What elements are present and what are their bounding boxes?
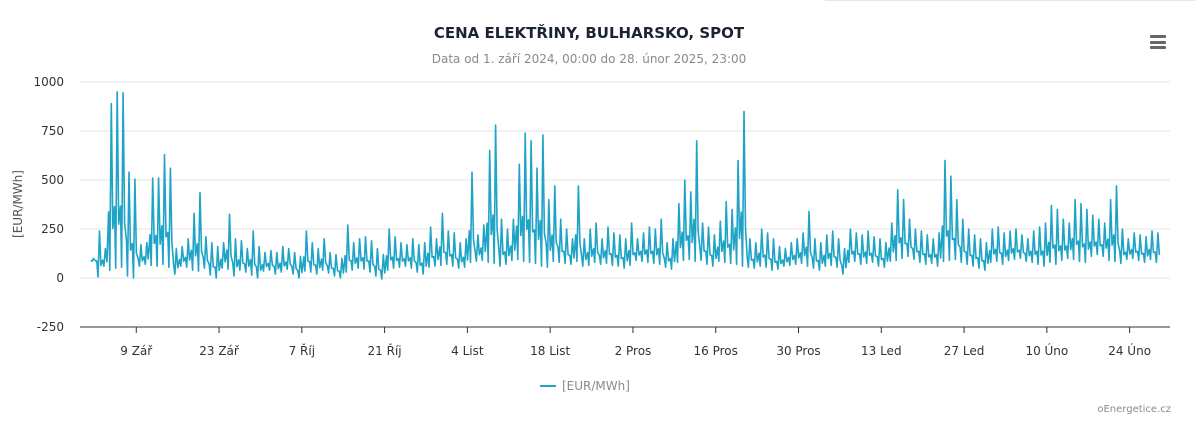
x-tick-label: 30 Pros [776,344,820,358]
chart-title: CENA ELEKTŘINY, BULHARSKO, SPOT [433,24,745,42]
x-axis: 9 Zář 23 Zář 7 Říj 21 Říj 4 List 18 List 2 Pro… [80,326,1170,358]
y-tick-label: -250 [37,320,64,334]
series-line[interactable] [90,91,1161,280]
x-tick-label: 16 Pros [694,344,738,358]
y-tick-label: 500 [41,173,64,187]
x-tick-label: 24 Úno [1108,343,1151,358]
hamburger-menu-icon[interactable] [1146,32,1170,52]
top-divider [825,0,1195,1]
x-tick-label: 10 Úno [1025,343,1068,358]
x-tick-label: 23 Zář [199,344,240,358]
credit-link[interactable]: oEnergetice.cz [1097,404,1171,415]
y-tick-label: 250 [41,222,64,236]
x-tick-label: 13 Led [861,344,902,358]
x-tick-label: 2 Pros [615,344,652,358]
series-eur-mwh[interactable] [90,91,1161,280]
x-tick-label: 27 Led [944,344,985,358]
x-tick-label: 7 Říj [289,343,315,358]
chart-subtitle: Data od 1. září 2024, 00:00 do 28. únor … [431,52,747,66]
legend-label: [EUR/MWh] [562,379,630,393]
x-tick-label: 18 List [530,344,570,358]
x-tick-label: 21 Říj [368,343,402,358]
y-tick-label: 1000 [33,75,64,89]
legend[interactable]: [EUR/MWh] [540,379,630,393]
y-tick-label: 0 [56,271,64,285]
y-tick-label: 750 [41,124,64,138]
x-tick-label: 4 List [451,344,484,358]
grid-lines [80,81,1170,328]
y-axis: 1000 750 500 250 0 -250 [33,75,64,334]
x-tick-label: 9 Zář [120,344,153,358]
y-axis-title: [EUR/MWh] [11,170,25,238]
